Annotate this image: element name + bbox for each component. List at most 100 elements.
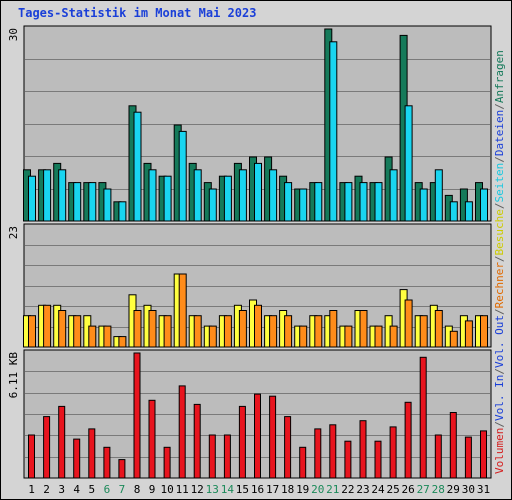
bar-rechner-day-21: [329, 310, 338, 348]
legend-entry: /: [493, 103, 506, 110]
x-tick-label: 2: [43, 483, 50, 496]
bar-dateien-day-25: [389, 169, 398, 222]
bar-dateien-day-5: [88, 182, 97, 222]
bar-rechner-day-14: [223, 315, 232, 348]
bar-volumen-day-9: [148, 399, 156, 479]
legend-entry: /: [493, 421, 506, 428]
x-tick-label: 30: [462, 483, 475, 496]
bar-dateien-day-13: [208, 188, 217, 222]
legend-entry: /: [493, 255, 506, 262]
bar-volumen-day-3: [58, 405, 66, 479]
bar-volumen-day-15: [238, 405, 246, 479]
bar-volumen-day-22: [344, 440, 352, 479]
legend-entry: Anfragen: [493, 50, 506, 103]
bar-rechner-day-25: [389, 325, 398, 348]
bar-rechner-day-7: [118, 336, 127, 348]
legend-entry: /: [493, 368, 506, 375]
bar-rechner-day-8: [133, 310, 142, 348]
bar-rechner-day-10: [163, 315, 172, 348]
bar-dateien-day-26: [404, 105, 413, 222]
x-tick-label: 7: [119, 483, 126, 496]
bar-dateien-day-19: [299, 188, 308, 222]
bar-dateien-day-10: [163, 175, 172, 222]
bar-dateien-day-8: [133, 111, 142, 222]
bar-dateien-day-28: [434, 169, 443, 222]
bar-volumen-day-31: [480, 430, 487, 479]
bar-dateien-day-4: [73, 182, 82, 222]
bar-rechner-day-13: [208, 325, 217, 348]
bar-dateien-day-18: [284, 182, 293, 222]
x-tick-label: 31: [477, 483, 490, 496]
bar-rechner-day-18: [284, 315, 293, 348]
bar-volumen-day-26: [404, 401, 412, 479]
bar-dateien-day-23: [359, 182, 368, 222]
x-tick-label: 21: [326, 483, 339, 496]
bar-volumen-day-17: [269, 395, 277, 479]
x-tick-label: 8: [134, 483, 141, 496]
bar-volumen-day-2: [43, 416, 51, 479]
bar-rechner-day-23: [359, 310, 368, 348]
y-tick-label: 23: [7, 226, 20, 239]
bar-rechner-day-5: [88, 325, 97, 348]
bar-dateien-day-14: [223, 175, 232, 222]
bar-rechner-day-20: [314, 315, 323, 348]
bar-rechner-day-24: [374, 325, 383, 348]
bar-rechner-day-6: [103, 325, 112, 348]
legend-entry: Besuche: [493, 209, 506, 255]
x-tick-label: 18: [281, 483, 294, 496]
bar-rechner-day-11: [178, 273, 187, 348]
legend-entry: /: [493, 156, 506, 163]
bar-dateien-day-7: [118, 201, 127, 222]
x-tick-label: 27: [417, 483, 430, 496]
bar-rechner-day-17: [269, 315, 278, 348]
x-tick-label: 28: [432, 483, 445, 496]
x-tick-label: 26: [401, 483, 414, 496]
bar-rechner-day-12: [193, 315, 202, 348]
x-tick-label: 11: [176, 483, 189, 496]
bar-volumen-day-8: [133, 352, 141, 479]
bar-volumen-day-21: [329, 424, 337, 479]
bar-volumen-day-19: [299, 446, 307, 479]
x-tick-label: 23: [356, 483, 369, 496]
legend-entry: /: [493, 202, 506, 209]
legend-entry: Vol. Out: [493, 315, 506, 368]
bar-volumen-day-12: [193, 403, 201, 479]
bar-rechner-day-16: [254, 304, 262, 348]
x-tick-label: 10: [160, 483, 173, 496]
x-tick-label: 20: [311, 483, 324, 496]
bar-volumen-day-27: [419, 356, 427, 479]
bar-dateien-day-30: [464, 201, 473, 222]
bar-volumen-day-5: [88, 428, 96, 479]
bar-volumen-day-29: [449, 412, 457, 479]
bar-dateien-day-20: [314, 182, 323, 222]
bar-dateien-day-9: [148, 169, 157, 222]
legend-entry: Vol. In: [493, 375, 506, 421]
bar-dateien-day-1: [28, 175, 36, 222]
bar-volumen-day-10: [163, 446, 171, 479]
bar-dateien-day-29: [449, 201, 458, 222]
x-tick-label: 14: [221, 483, 235, 496]
bar-volumen-day-13: [208, 434, 216, 479]
bar-dateien-day-22: [344, 182, 353, 222]
x-tick-label: 4: [73, 483, 80, 496]
bar-rechner-day-9: [148, 310, 157, 348]
bar-rechner-day-2: [43, 304, 52, 348]
bar-dateien-day-24: [374, 182, 383, 222]
bar-dateien-day-17: [269, 169, 278, 222]
bar-volumen-day-1: [28, 434, 35, 479]
bar-dateien-day-2: [43, 169, 52, 222]
chart-title: Tages-Statistik im Monat Mai 2023: [18, 6, 257, 20]
series-legend: Volumen/Vol. In/Vol. Out/Rechner/Besuche…: [493, 50, 506, 474]
bar-volumen-day-11: [178, 385, 186, 479]
bar-volumen-day-23: [359, 420, 367, 479]
x-tick-label: 5: [88, 483, 95, 496]
bar-volumen-day-18: [284, 416, 292, 479]
bar-volumen-day-6: [103, 446, 111, 479]
legend-entry: Rechner: [493, 262, 506, 309]
x-tick-label: 22: [341, 483, 354, 496]
bar-dateien-day-21: [329, 41, 338, 222]
bar-rechner-day-28: [434, 310, 443, 348]
y-tick-label: 6.11 KB: [7, 352, 20, 399]
legend-entry: Volumen: [493, 428, 506, 474]
